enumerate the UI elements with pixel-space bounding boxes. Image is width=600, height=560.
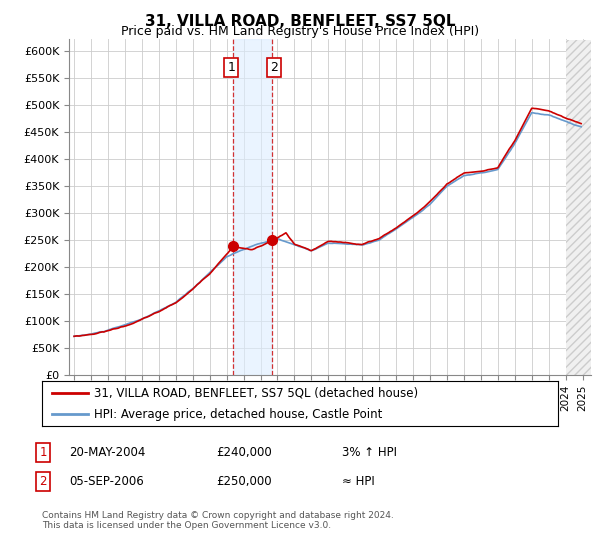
Text: £250,000: £250,000 <box>216 475 272 488</box>
Text: 2: 2 <box>269 61 278 74</box>
Bar <box>233 39 272 375</box>
Text: 20-MAY-2004: 20-MAY-2004 <box>69 446 145 459</box>
Text: 31, VILLA ROAD, BENFLEET, SS7 5QL: 31, VILLA ROAD, BENFLEET, SS7 5QL <box>145 14 455 29</box>
Bar <box>566 40 591 375</box>
Text: 05-SEP-2006: 05-SEP-2006 <box>69 475 144 488</box>
Text: Contains HM Land Registry data © Crown copyright and database right 2024.
This d: Contains HM Land Registry data © Crown c… <box>42 511 394 530</box>
Text: Price paid vs. HM Land Registry's House Price Index (HPI): Price paid vs. HM Land Registry's House … <box>121 25 479 38</box>
Text: £240,000: £240,000 <box>216 446 272 459</box>
Text: 1: 1 <box>40 446 47 459</box>
Text: 31, VILLA ROAD, BENFLEET, SS7 5QL (detached house): 31, VILLA ROAD, BENFLEET, SS7 5QL (detac… <box>94 386 418 399</box>
Text: HPI: Average price, detached house, Castle Point: HPI: Average price, detached house, Cast… <box>94 408 382 421</box>
Text: ≈ HPI: ≈ HPI <box>342 475 375 488</box>
Text: 1: 1 <box>227 61 235 74</box>
Text: 3% ↑ HPI: 3% ↑ HPI <box>342 446 397 459</box>
Text: 2: 2 <box>40 475 47 488</box>
